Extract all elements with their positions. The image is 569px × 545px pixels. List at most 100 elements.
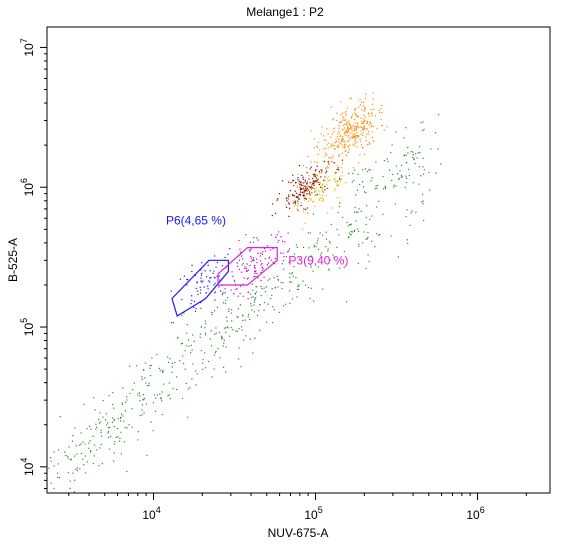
data-point	[94, 409, 96, 411]
data-point	[410, 212, 412, 214]
data-point	[293, 195, 295, 197]
data-point	[348, 136, 350, 138]
data-point	[371, 112, 373, 114]
data-point	[99, 421, 102, 423]
data-point	[412, 182, 414, 184]
data-point	[351, 114, 354, 116]
data-point	[149, 364, 151, 367]
data-point	[209, 270, 211, 272]
data-point	[167, 395, 169, 397]
data-point	[263, 309, 265, 311]
data-point	[88, 442, 90, 444]
data-point	[384, 186, 386, 189]
data-point	[312, 183, 314, 185]
data-point	[190, 344, 192, 346]
data-point	[315, 177, 317, 179]
data-point	[406, 209, 408, 211]
data-point	[146, 385, 149, 387]
data-point	[160, 397, 162, 399]
data-point	[193, 340, 195, 342]
data-point	[412, 156, 414, 158]
data-point	[363, 129, 365, 131]
data-point	[305, 166, 307, 169]
data-point	[440, 163, 442, 165]
data-point	[264, 250, 266, 252]
data-point	[324, 152, 326, 154]
data-point	[382, 175, 384, 178]
data-point	[72, 472, 74, 474]
data-point	[206, 276, 208, 278]
data-point	[264, 248, 266, 250]
gate-p6-polygon[interactable]	[171, 259, 229, 317]
data-point	[242, 258, 244, 260]
data-point	[308, 188, 310, 190]
data-point	[326, 183, 328, 185]
gates-layer[interactable]: P6(4,65 %) P3(9,40 %)	[166, 214, 348, 317]
data-point	[200, 302, 202, 304]
data-point	[325, 187, 327, 189]
data-point	[105, 419, 107, 421]
data-point	[316, 179, 318, 182]
data-point	[326, 170, 328, 172]
data-point	[347, 140, 349, 142]
data-point	[224, 256, 226, 258]
data-point	[83, 464, 85, 466]
data-point	[352, 167, 354, 169]
data-point	[337, 144, 340, 146]
data-point	[333, 190, 335, 192]
data-point	[356, 146, 358, 148]
data-point	[366, 144, 368, 146]
data-point	[349, 144, 351, 146]
data-point	[322, 198, 324, 200]
data-point	[72, 435, 74, 437]
data-point	[312, 180, 314, 182]
data-point	[216, 261, 218, 264]
data-point	[360, 210, 362, 212]
data-point	[209, 281, 211, 283]
data-point	[69, 480, 71, 482]
data-point	[341, 159, 343, 161]
data-point	[241, 271, 243, 273]
data-point	[297, 173, 299, 175]
data-point	[121, 413, 123, 415]
data-point	[407, 152, 409, 154]
data-point	[383, 160, 385, 162]
data-point	[289, 190, 291, 192]
data-point	[288, 215, 290, 217]
data-point	[288, 248, 290, 250]
data-point	[256, 258, 258, 260]
data-point	[371, 215, 373, 217]
data-point	[298, 193, 300, 195]
data-point	[76, 453, 78, 455]
data-point	[292, 275, 295, 277]
data-point	[348, 129, 350, 131]
data-point	[67, 457, 69, 459]
data-point	[244, 319, 246, 321]
data-point	[423, 173, 425, 175]
data-point	[336, 112, 338, 114]
data-point	[118, 440, 120, 442]
data-point	[398, 178, 400, 180]
data-point	[254, 298, 256, 300]
data-point	[271, 294, 273, 296]
data-point	[190, 303, 192, 305]
data-point	[362, 169, 364, 171]
data-point	[220, 290, 222, 292]
data-point	[370, 112, 373, 114]
data-point	[250, 248, 252, 250]
gate-p3-polygon[interactable]	[217, 247, 278, 286]
data-point	[161, 400, 163, 402]
data-point	[191, 264, 193, 266]
data-point	[137, 431, 139, 433]
data-point	[238, 347, 240, 349]
data-point	[83, 403, 85, 405]
data-point	[317, 238, 319, 240]
data-point	[144, 377, 146, 379]
data-point	[220, 335, 223, 337]
data-point	[224, 292, 226, 294]
data-point	[354, 142, 356, 144]
data-point	[224, 302, 227, 304]
data-point	[232, 329, 234, 331]
data-point	[347, 225, 349, 227]
data-point	[409, 224, 411, 226]
